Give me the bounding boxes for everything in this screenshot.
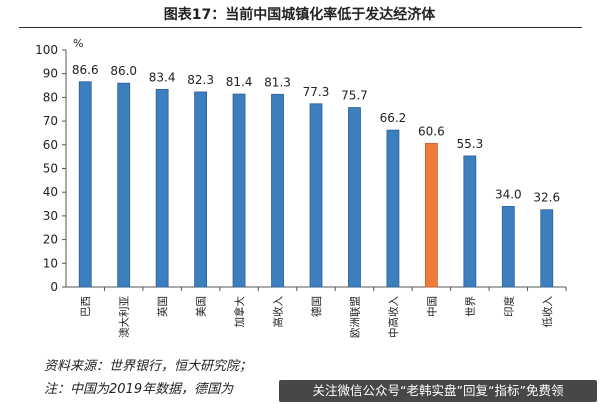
x-tick-label: 英国 [156, 296, 169, 317]
x-tick-label: 低收入 [541, 296, 554, 328]
bar [386, 129, 400, 288]
data-label: 32.6 [533, 191, 560, 205]
bar [463, 155, 477, 288]
data-label: 86.0 [110, 64, 137, 78]
y-tick-label: 40 [43, 185, 58, 199]
x-tick-label: 中国 [425, 296, 438, 317]
x-tick-label: 中高收入 [387, 296, 400, 338]
bar [309, 103, 323, 288]
footnote: 注：中国为2019年数据，德国为 [44, 382, 234, 397]
bar [540, 209, 554, 288]
y-unit-label: % [73, 37, 83, 50]
bar-chart: 0 10 20 30 40 50 60 70 80 90 100 % 86.6 巴西 86.0 澳大利亚 83.… [35, 37, 567, 338]
x-tick-label: 德国 [310, 296, 323, 317]
y-tick-label: 20 [43, 233, 58, 247]
bar [271, 93, 284, 288]
data-label: 77.3 [303, 85, 330, 99]
y-tick-label: 50 [43, 162, 58, 176]
data-label: 34.0 [495, 187, 522, 201]
data-label: 82.3 [187, 73, 214, 87]
watermark-banner: 关注微信公众号“老韩实盘”回复“指标”免费领 [279, 380, 597, 402]
y-tick-label: 100 [35, 43, 58, 57]
x-tick-label: 加拿大 [233, 296, 246, 328]
bar [232, 93, 246, 288]
bar [78, 81, 92, 288]
data-label: 81.3 [264, 75, 291, 89]
x-tick-label: 高收入 [272, 296, 285, 328]
data-label: 75.7 [341, 89, 368, 103]
bar [348, 107, 361, 288]
y-tick-label: 30 [43, 209, 58, 223]
x-tick-label: 印度 [502, 296, 515, 317]
bar [501, 206, 515, 288]
y-tick-label: 60 [43, 138, 58, 152]
y-tick-label: 80 [43, 90, 58, 104]
bar [155, 88, 169, 288]
y-tick-label: 0 [50, 280, 58, 294]
bar [194, 91, 208, 288]
data-label: 81.4 [226, 75, 253, 89]
source-note: 资料来源：世界银行，恒大研究院； [44, 359, 253, 374]
title-divider [19, 27, 582, 28]
y-tick-label: 90 [43, 67, 58, 81]
x-tick-label: 巴西 [80, 296, 92, 317]
x-tick-label: 欧洲联盟 [349, 296, 361, 338]
y-tick-label: 10 [43, 256, 58, 270]
bar [117, 82, 131, 288]
data-label: 60.6 [418, 124, 445, 138]
data-label: 66.2 [380, 111, 407, 125]
x-tick-label: 世界 [465, 296, 477, 317]
data-label: 83.4 [149, 70, 176, 84]
y-tick-label: 70 [43, 114, 58, 128]
bar [424, 142, 438, 288]
x-tick-label: 美国 [195, 296, 208, 317]
chart-title: 图表17：当前中国城镇化率低于发达经济体 [163, 7, 436, 23]
data-label: 55.3 [456, 137, 483, 151]
x-tick-label: 澳大利亚 [118, 296, 131, 338]
data-label: 86.6 [72, 63, 99, 77]
